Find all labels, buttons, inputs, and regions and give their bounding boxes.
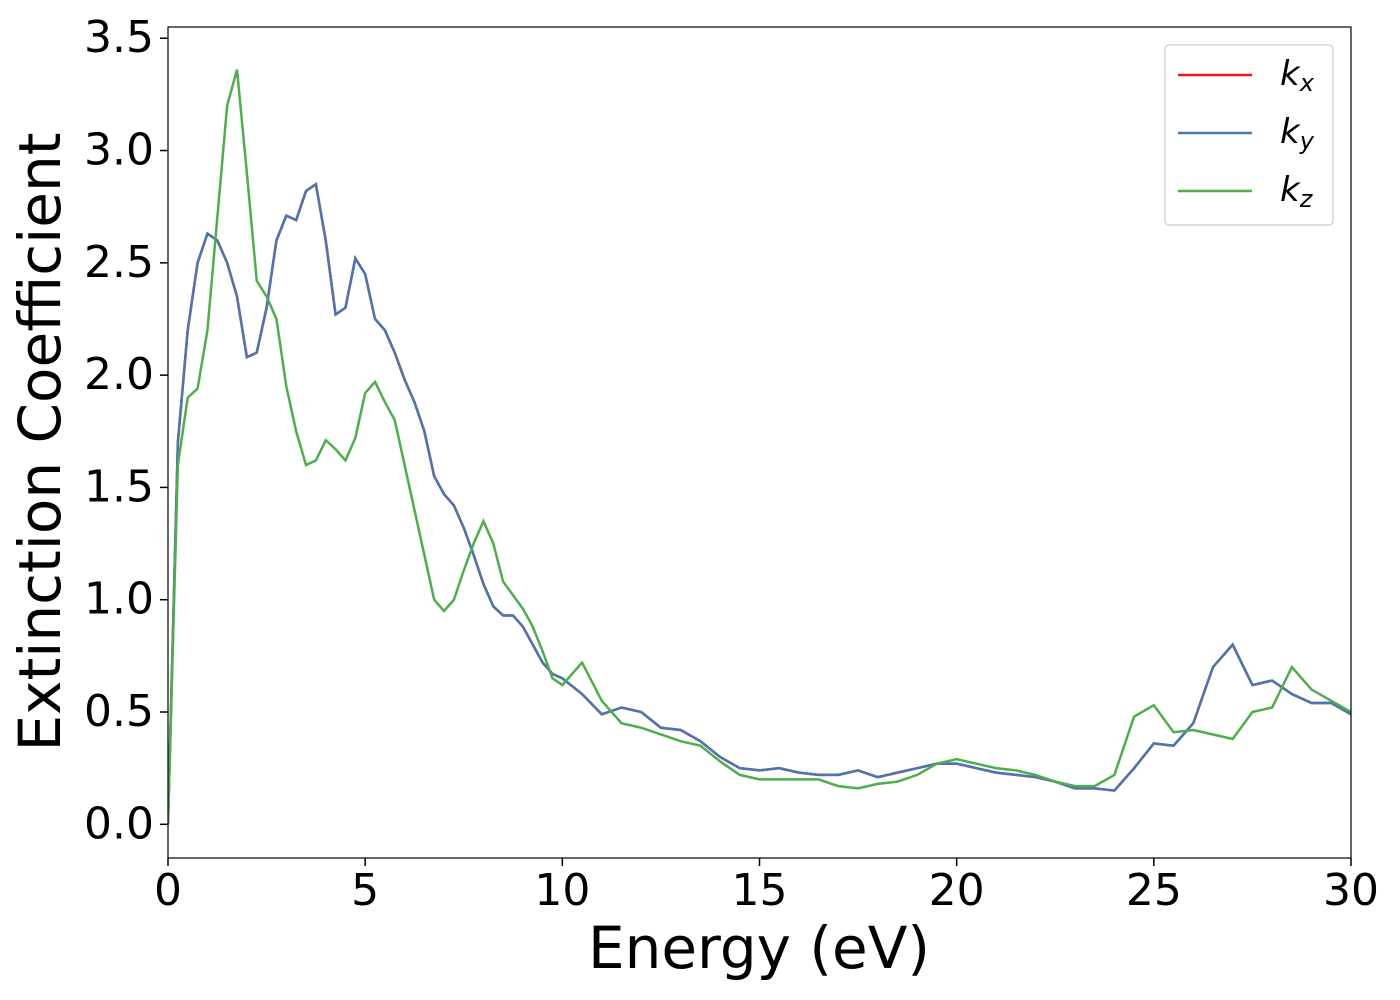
legend-label: kx [1280, 54, 1315, 98]
y-tick-label: 2.5 [84, 237, 154, 288]
legend-label: kz [1280, 170, 1314, 214]
y-tick-label: 3.0 [84, 125, 154, 176]
series-line [168, 69, 1351, 825]
x-tick-label: 10 [534, 865, 590, 916]
x-tick-label: 20 [929, 865, 985, 916]
x-tick-label: 30 [1323, 865, 1379, 916]
y-tick-label: 0.5 [84, 686, 154, 737]
legend-label: ky [1280, 112, 1315, 156]
x-axis-label: Energy (eV) [588, 914, 930, 982]
y-tick-label: 1.5 [84, 461, 154, 512]
x-tick-label: 25 [1126, 865, 1182, 916]
plot-frame [167, 26, 1352, 859]
legend-box [1164, 44, 1334, 226]
y-tick-label: 1.0 [84, 574, 154, 625]
x-tick-label: 0 [154, 865, 182, 916]
x-tick-label: 5 [351, 865, 379, 916]
y-axis-label: Extinction Coefficient [6, 133, 74, 752]
series-line [168, 182, 1351, 825]
y-tick-label: 3.5 [84, 12, 154, 63]
y-tick-label: 2.0 [84, 349, 154, 400]
y-tick-label: 0.0 [84, 798, 154, 849]
x-tick-label: 15 [732, 865, 788, 916]
series-line [168, 182, 1351, 825]
